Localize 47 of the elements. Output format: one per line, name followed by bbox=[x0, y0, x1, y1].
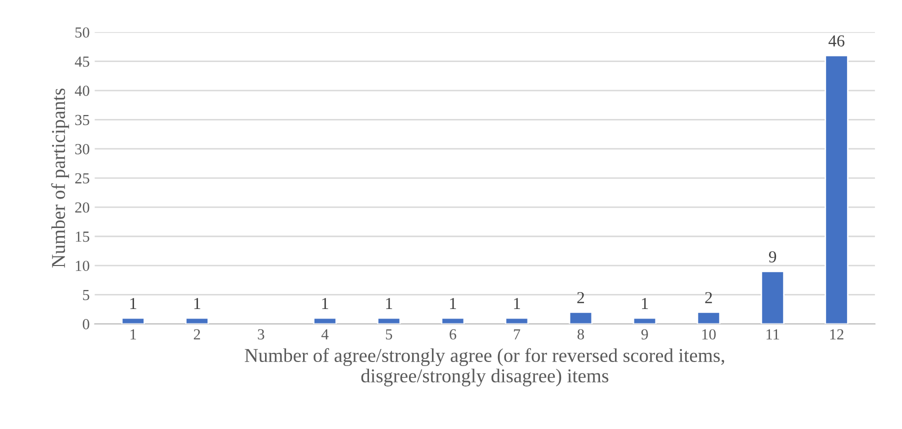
x-tick-label: 9 bbox=[641, 329, 648, 340]
y-tick-label: 35 bbox=[75, 114, 90, 126]
data-label: 1 bbox=[130, 298, 136, 309]
data-label: 1 bbox=[450, 298, 456, 309]
y-tick-label: 40 bbox=[74, 86, 90, 96]
y-tick-label: 25 bbox=[75, 173, 90, 184]
bar bbox=[760, 270, 784, 324]
x-tick-label: 6 bbox=[450, 329, 456, 340]
data-label: 1 bbox=[194, 298, 200, 309]
y-tick-label: 30 bbox=[75, 144, 90, 154]
x-tick-label: 1 bbox=[130, 329, 136, 340]
y-tick-label: 50 bbox=[75, 27, 90, 38]
bar bbox=[696, 312, 721, 324]
bar bbox=[632, 317, 657, 324]
y-axis-title: Number of participants bbox=[51, 88, 70, 268]
bar bbox=[504, 317, 529, 324]
bar bbox=[824, 54, 848, 324]
x-tick-label: 2 bbox=[194, 329, 200, 340]
y-tick-label: 15 bbox=[76, 232, 90, 242]
x-tick-label: 12 bbox=[830, 329, 844, 340]
x-tick-label: 7 bbox=[514, 329, 520, 340]
bar bbox=[568, 312, 593, 324]
bar bbox=[313, 317, 337, 324]
data-label: 1 bbox=[322, 298, 328, 309]
bar bbox=[121, 317, 145, 324]
x-tick-label: 8 bbox=[578, 329, 584, 340]
x-axis-title: Number of agree/strongly agree (or for reversed scored items, disgree/strongly disagree) items bbox=[244, 348, 724, 386]
x-tick-label: 5 bbox=[386, 329, 392, 340]
y-tick-label: 10 bbox=[76, 260, 90, 271]
bar bbox=[185, 317, 209, 324]
data-label: 46 bbox=[828, 35, 844, 47]
bar bbox=[440, 317, 465, 324]
x-tick-label: 3 bbox=[258, 329, 264, 340]
data-label: 2 bbox=[577, 292, 584, 304]
data-label: 9 bbox=[768, 251, 776, 262]
data-label: 1 bbox=[386, 298, 392, 309]
y-tick-label: 45 bbox=[74, 56, 90, 67]
x-tick-label: 10 bbox=[702, 329, 716, 340]
bar bbox=[377, 317, 401, 324]
data-label: 1 bbox=[514, 298, 520, 309]
x-tick-label: 11 bbox=[766, 329, 780, 340]
y-tick-label: 5 bbox=[83, 290, 90, 300]
y-tick-label: 20 bbox=[75, 202, 90, 213]
x-tick-label: 4 bbox=[321, 329, 329, 340]
data-label: 1 bbox=[642, 298, 648, 309]
data-label: 2 bbox=[705, 292, 712, 304]
y-tick-label: 0 bbox=[82, 319, 90, 330]
